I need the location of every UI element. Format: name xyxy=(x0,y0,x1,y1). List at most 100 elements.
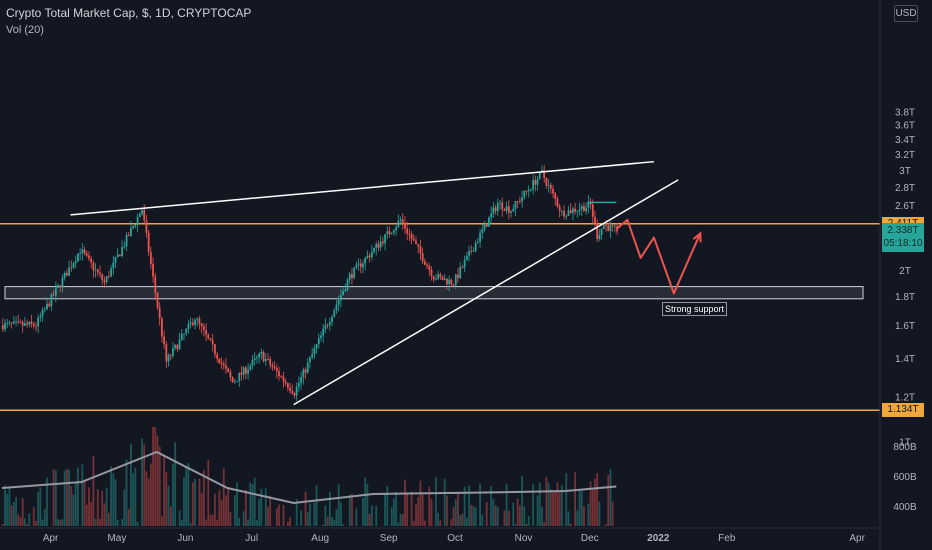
volume-bar xyxy=(315,485,318,526)
volume-bar xyxy=(536,495,539,526)
time-tick-label: Apr xyxy=(43,533,59,544)
candle-body xyxy=(50,294,53,307)
volume-bar xyxy=(72,494,75,526)
volume-bar xyxy=(189,523,192,526)
volume-bar xyxy=(242,511,245,526)
volume-bar xyxy=(351,493,353,526)
volume-bar xyxy=(253,477,256,526)
volume-bar xyxy=(552,492,554,526)
candle-body xyxy=(209,338,212,341)
volume-bar xyxy=(527,516,530,526)
candle-body xyxy=(88,255,90,259)
horizontal-levels xyxy=(0,223,880,411)
volume-bar xyxy=(309,503,311,526)
candle-body xyxy=(92,262,95,271)
candle-body xyxy=(364,257,367,264)
candle-body xyxy=(357,263,360,265)
volume-bar xyxy=(437,512,440,526)
candle-body xyxy=(490,213,493,218)
currency-badge[interactable]: USD xyxy=(894,5,918,22)
candle-body xyxy=(105,276,108,283)
volume-bar xyxy=(611,501,614,526)
volume-bar xyxy=(183,477,185,526)
candle-body xyxy=(176,344,179,350)
candle-body xyxy=(191,322,194,325)
candle-body xyxy=(94,269,97,271)
candle-body xyxy=(32,323,35,326)
volume-bar xyxy=(229,511,232,526)
candle-body xyxy=(30,321,33,324)
volume-bar xyxy=(525,523,528,526)
volume-tick-label: 400B xyxy=(893,502,917,513)
volume-bar xyxy=(169,506,172,526)
volume-bar xyxy=(247,519,249,526)
candle-body xyxy=(578,209,581,211)
volume-bar xyxy=(596,472,599,526)
volume-bars xyxy=(1,426,617,526)
candle-body xyxy=(256,357,258,359)
volume-bar xyxy=(567,511,570,526)
candle-body xyxy=(260,351,263,354)
volume-bar xyxy=(543,522,546,526)
candle-body xyxy=(23,323,26,326)
candle-body xyxy=(485,223,488,227)
volume-bar xyxy=(399,514,402,526)
candle-body xyxy=(300,377,303,383)
candle-body xyxy=(119,254,121,256)
volume-bar xyxy=(74,483,77,526)
volume-bar xyxy=(472,506,475,526)
volume-bar xyxy=(368,513,371,526)
candle-body xyxy=(262,351,265,362)
candle-body xyxy=(496,203,499,212)
candle-body xyxy=(160,318,163,337)
candle-body xyxy=(273,367,276,368)
candle-body xyxy=(145,220,148,233)
volume-bar xyxy=(99,518,101,526)
candle-body xyxy=(236,381,238,383)
volume-bar xyxy=(565,473,568,526)
volume-bar xyxy=(152,426,154,526)
volume-bar xyxy=(304,491,307,526)
candle-body xyxy=(229,372,232,378)
candle-body xyxy=(59,285,62,288)
candle-body xyxy=(83,249,86,254)
volume-indicator-label[interactable]: Vol (20) xyxy=(6,24,44,36)
volume-bar xyxy=(514,523,517,526)
support-price-tag: 1.134T xyxy=(882,403,924,418)
candle-body xyxy=(132,226,135,229)
volume-bar xyxy=(375,505,378,526)
candle-body xyxy=(264,358,267,362)
volume-bar xyxy=(423,520,426,526)
time-tick-label: Oct xyxy=(447,533,463,544)
volume-bar xyxy=(209,515,212,526)
candle-body xyxy=(96,269,99,273)
volume-bar xyxy=(454,499,457,526)
volume-bar xyxy=(65,468,68,526)
volume-bar xyxy=(158,446,161,526)
candle-body xyxy=(412,238,415,241)
candle-body xyxy=(240,372,243,375)
volume-bar xyxy=(123,489,126,526)
candle-body xyxy=(10,322,13,324)
volume-bar xyxy=(328,491,331,526)
candle-body xyxy=(514,201,517,210)
volume-bar xyxy=(401,514,404,526)
candle-body xyxy=(399,219,402,221)
symbol-title[interactable]: Crypto Total Market Cap, $, 1D, CRYPTOCA… xyxy=(6,6,252,20)
candle-body xyxy=(527,189,530,192)
volume-bar xyxy=(264,488,267,526)
volume-bar xyxy=(452,506,455,526)
candle-body xyxy=(242,367,245,375)
candle-body xyxy=(419,246,422,254)
volume-bar xyxy=(366,484,369,526)
candle-body xyxy=(576,210,579,212)
candle-body xyxy=(211,340,214,345)
candle-body xyxy=(507,206,510,213)
candle-body xyxy=(492,207,495,214)
volume-bar xyxy=(101,490,104,526)
volume-bar xyxy=(591,489,594,526)
volume-bar xyxy=(205,519,207,526)
volume-bar xyxy=(439,520,442,526)
candle-body xyxy=(377,243,380,248)
